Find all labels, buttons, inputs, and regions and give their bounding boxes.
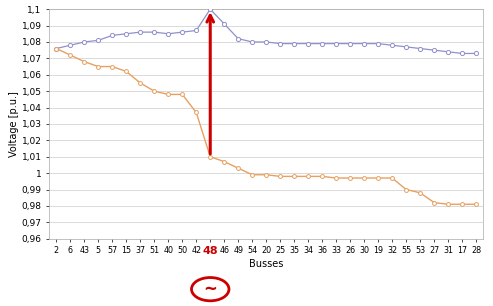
X-axis label: Busses: Busses bbox=[249, 259, 283, 269]
Text: ~: ~ bbox=[203, 280, 217, 298]
Y-axis label: Voltage [p.u.]: Voltage [p.u.] bbox=[9, 91, 19, 157]
